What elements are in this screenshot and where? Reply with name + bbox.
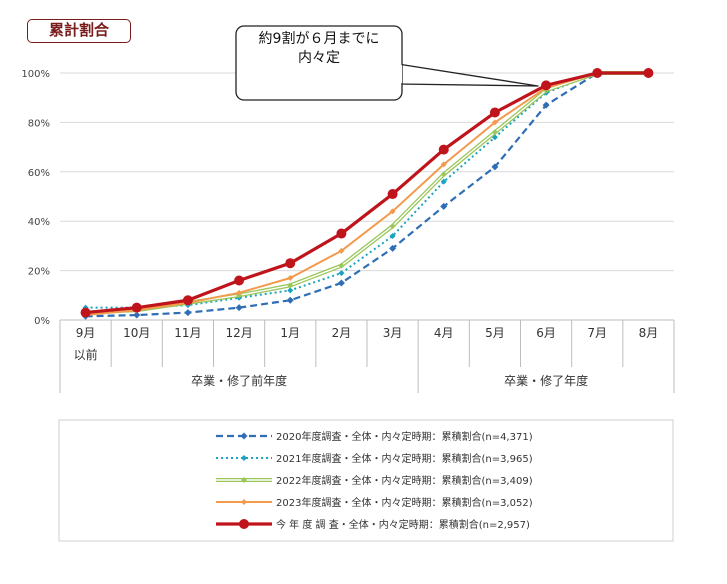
series-line-outer xyxy=(85,71,649,315)
data-point xyxy=(182,295,193,306)
x-tick-label: 11月 xyxy=(174,326,201,340)
legend-label: 2023年度調査・全体・内々定時期：累積割合(n=3,052) xyxy=(276,496,533,509)
series-group xyxy=(80,68,654,320)
data-point xyxy=(389,244,397,252)
series-line-inner xyxy=(85,72,649,314)
legend-item: 2020年度調査・全体・内々定時期：累積割合(n=4,371) xyxy=(216,430,533,443)
data-point xyxy=(542,101,550,109)
data-point xyxy=(338,270,345,277)
series-line xyxy=(85,71,649,315)
legend-label: 2021年度調査・全体・内々定時期：累積割合(n=3,965) xyxy=(276,452,533,465)
y-tick-label: 0% xyxy=(34,316,50,327)
callout-box xyxy=(235,25,403,101)
data-point xyxy=(440,202,448,210)
series-2 xyxy=(82,70,652,316)
data-point xyxy=(592,68,603,78)
data-point xyxy=(541,80,552,91)
y-tick-label: 80% xyxy=(28,118,50,129)
callout-pointer xyxy=(397,63,539,87)
legend-item: 2023年度調査・全体・内々定時期：累積割合(n=3,052) xyxy=(216,496,533,509)
data-point xyxy=(337,279,345,287)
data-point xyxy=(389,223,396,230)
legend-label: 今 年 度 調 査・全体・内々定時期：累積割合(n=2,957) xyxy=(276,518,530,531)
data-point xyxy=(287,282,294,289)
data-point xyxy=(336,228,347,239)
y-tick-label: 60% xyxy=(28,168,50,179)
legend-label: 2022年度調査・全体・内々定時期：累積割合(n=3,409) xyxy=(276,474,533,487)
x-tick-label: 9月 xyxy=(76,326,96,340)
data-point xyxy=(489,107,500,118)
series-3 xyxy=(82,70,652,319)
data-point xyxy=(286,296,294,304)
section-badge: 累計割合 xyxy=(27,19,131,43)
data-point xyxy=(389,208,396,215)
data-point xyxy=(80,307,91,318)
x-tick-label: 2月 xyxy=(332,326,352,340)
x-tick-label: 5月 xyxy=(485,326,505,340)
y-tick-label: 40% xyxy=(28,217,50,228)
series-0 xyxy=(82,69,652,320)
data-point xyxy=(131,302,142,313)
series-line xyxy=(85,71,649,318)
x-tick-sublabel: 以前 xyxy=(74,347,98,362)
legend-item: 今 年 度 調 査・全体・内々定時期：累積割合(n=2,957) xyxy=(216,518,530,531)
data-point xyxy=(241,455,247,461)
y-tick-label: 20% xyxy=(28,267,50,278)
data-point xyxy=(133,311,141,319)
data-point xyxy=(239,519,249,529)
y-tick-label: 100% xyxy=(21,69,50,80)
y-tick-labels: 0% 20% 40% 60% 80% 100% xyxy=(21,69,50,327)
series-1 xyxy=(82,70,652,311)
x-tick-label: 6月 xyxy=(536,326,556,340)
legend-box xyxy=(58,419,674,542)
x-tick-label: 1月 xyxy=(280,326,300,340)
series-line xyxy=(85,72,649,317)
data-point xyxy=(235,304,243,312)
data-point xyxy=(440,161,447,168)
callout-bubble xyxy=(235,25,539,101)
callout-line2: 内々定 xyxy=(298,50,340,66)
callout-mask xyxy=(396,65,402,83)
legend: 2020年度調査・全体・内々定時期：累積割合(n=4,371) 2021年度調査・… xyxy=(58,419,674,542)
legend-item: 2021年度調査・全体・内々定時期：累積割合(n=3,965) xyxy=(216,452,533,465)
data-point xyxy=(241,499,247,505)
data-point xyxy=(387,189,398,200)
x-group-label: 卒業・修了年度 xyxy=(504,373,588,388)
x-tick-label: 7月 xyxy=(587,326,607,340)
data-point xyxy=(287,287,294,294)
legend-label: 2020年度調査・全体・内々定時期：累積割合(n=4,371) xyxy=(276,430,533,443)
series-line xyxy=(85,72,649,309)
data-point xyxy=(491,163,499,171)
x-tick-label: 4月 xyxy=(434,326,454,340)
data-point xyxy=(438,144,449,155)
x-tick-label: 3月 xyxy=(383,326,403,340)
data-point xyxy=(338,247,345,254)
data-point xyxy=(338,262,345,269)
data-point xyxy=(287,275,294,282)
x-tick-label: 10月 xyxy=(123,326,150,340)
data-point xyxy=(643,68,654,78)
callout-line1: 約9割が６月までに xyxy=(258,31,380,47)
data-point xyxy=(491,119,498,126)
grid-lines xyxy=(60,72,674,321)
x-group-label: 卒業・修了前年度 xyxy=(191,373,287,388)
data-point xyxy=(184,309,192,317)
callout-text: 約9割が６月までに 内々定 xyxy=(236,30,402,68)
data-point xyxy=(285,258,296,269)
data-point xyxy=(440,171,447,178)
legend-item: 2022年度調査・全体・内々定時期：累積割合(n=3,409) xyxy=(216,474,533,487)
x-tick-label: 12月 xyxy=(225,326,252,340)
series-4 xyxy=(80,68,654,318)
data-point xyxy=(440,178,447,185)
data-point xyxy=(234,275,245,286)
data-point xyxy=(491,129,498,136)
data-point xyxy=(389,233,396,240)
data-point xyxy=(241,477,247,483)
x-tick-label: 8月 xyxy=(639,326,659,340)
data-point xyxy=(240,432,248,440)
data-point xyxy=(236,289,243,296)
